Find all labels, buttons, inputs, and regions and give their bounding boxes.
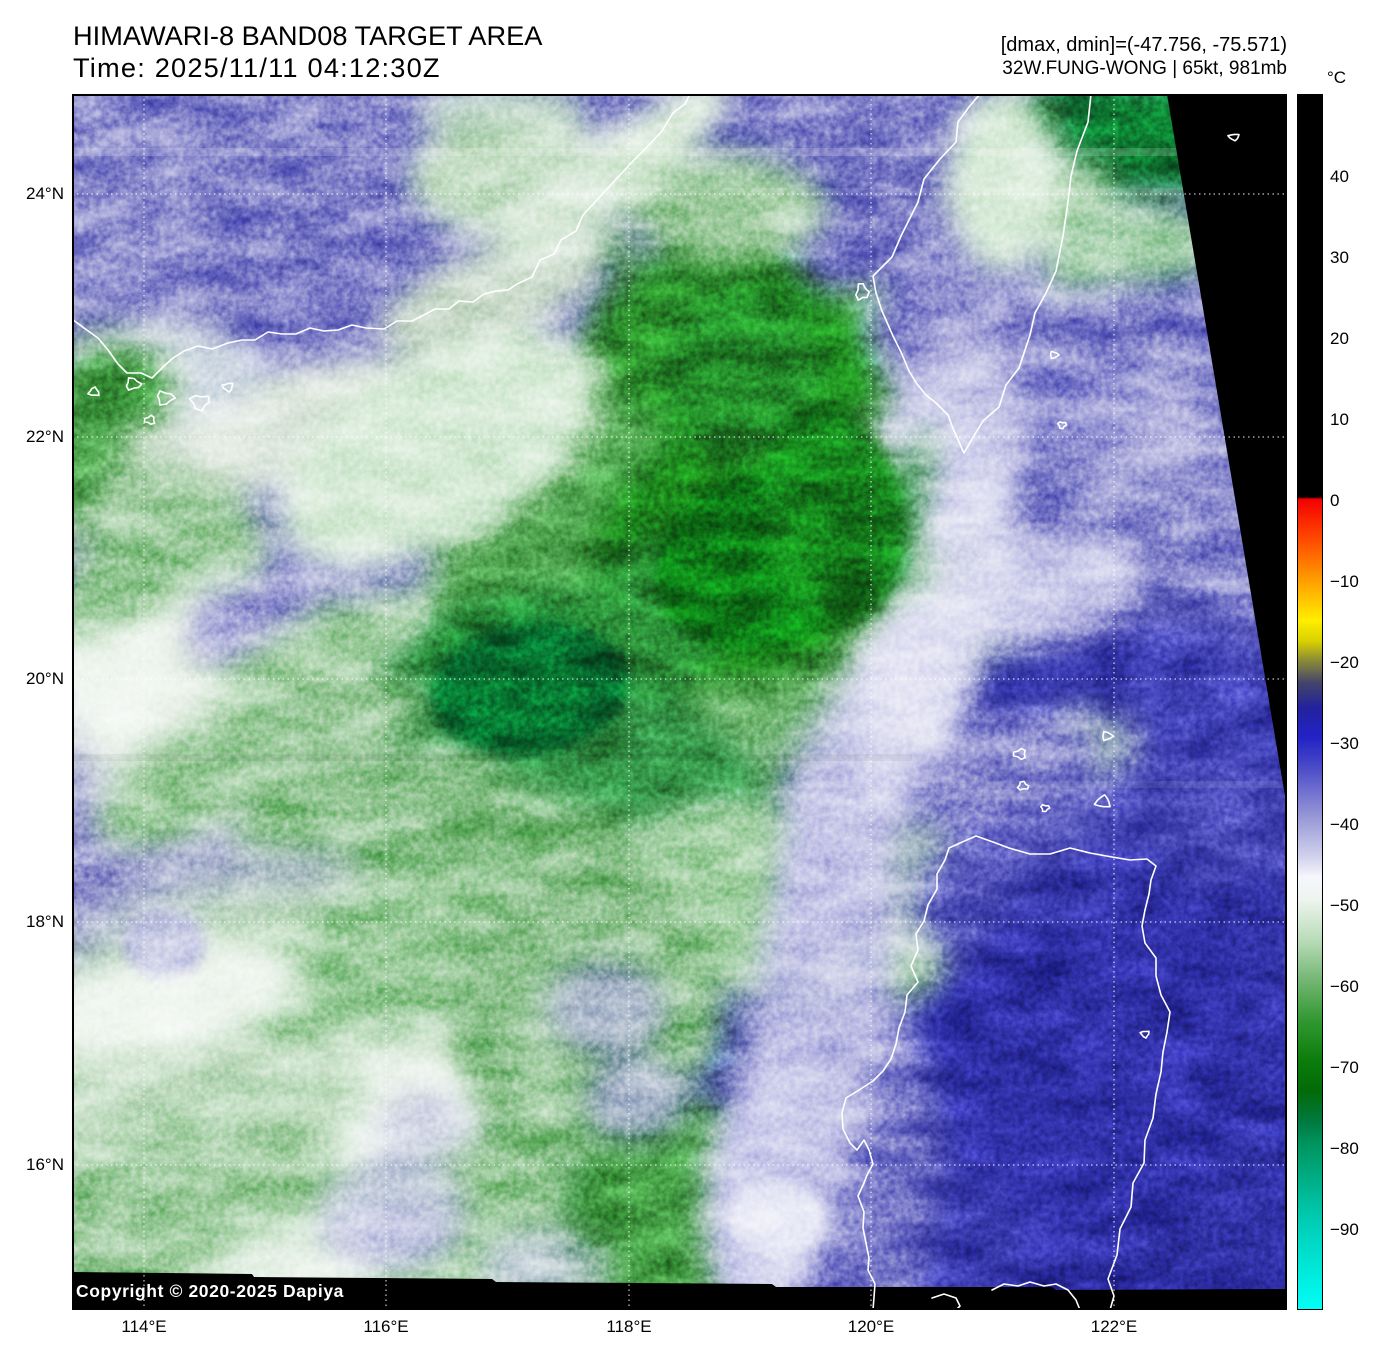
svg-text:Copyright © 2020-2025 Dapiya: Copyright © 2020-2025 Dapiya (76, 1281, 344, 1301)
